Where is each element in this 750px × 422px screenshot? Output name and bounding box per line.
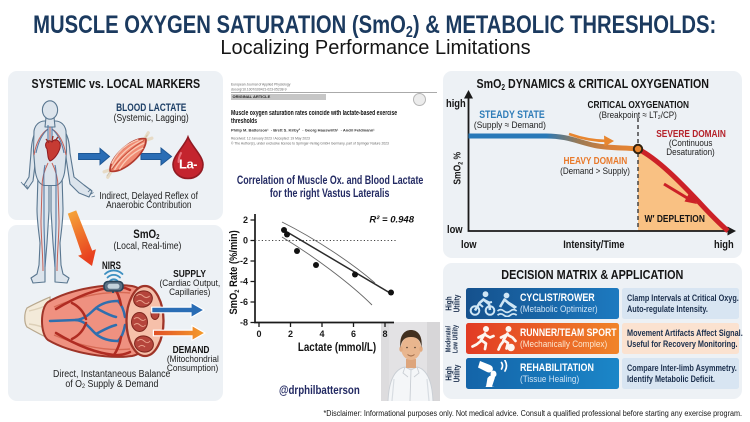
svg-text:-6: -6	[240, 297, 248, 307]
svg-text:6: 6	[351, 329, 356, 339]
svg-text:4: 4	[319, 329, 324, 339]
svg-text:0: 0	[243, 236, 248, 246]
svg-text:-8: -8	[240, 318, 248, 328]
svg-text:0: 0	[256, 329, 261, 339]
svg-text:-4: -4	[240, 277, 248, 287]
svg-text:La-: La-	[179, 157, 197, 172]
svg-text:2: 2	[288, 329, 293, 339]
svg-text:8: 8	[382, 329, 387, 339]
svg-text:2: 2	[243, 215, 248, 225]
svg-text:R² = 0.948: R² = 0.948	[369, 215, 414, 226]
svg-text:-2: -2	[240, 256, 248, 266]
